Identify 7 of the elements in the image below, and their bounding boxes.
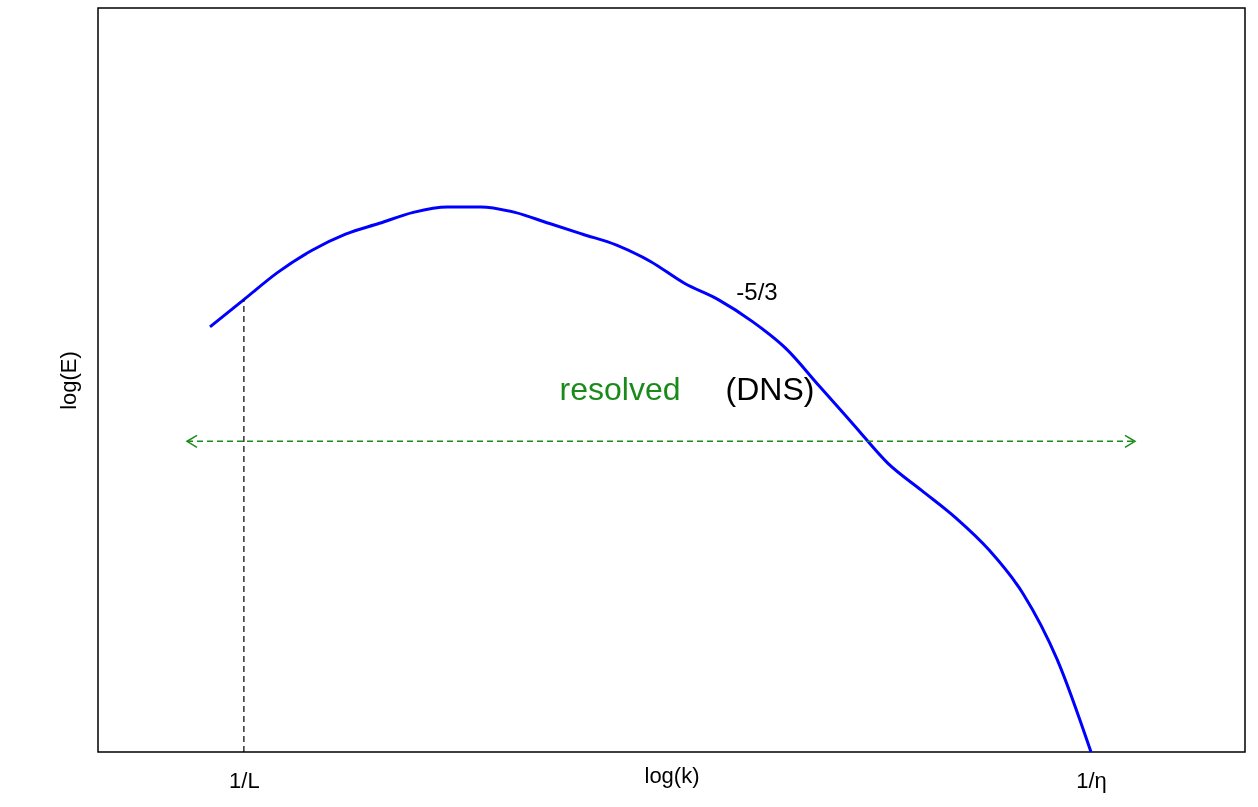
annotation: (DNS) (725, 371, 815, 407)
x-tick-label: 1/η (1076, 767, 1107, 793)
annotation: -5/3 (736, 278, 778, 305)
annotation: resolved (559, 371, 681, 407)
x-axis-title: log(k) (644, 762, 700, 788)
x-tick-label: 1/L (229, 767, 260, 793)
y-axis-title: log(E) (55, 351, 81, 410)
